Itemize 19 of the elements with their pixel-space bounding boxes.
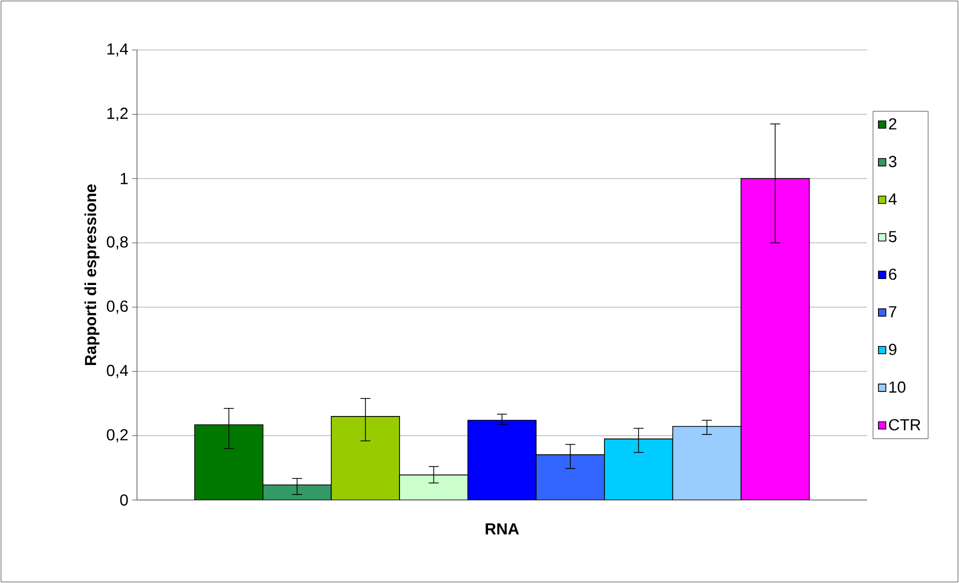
legend-label: 5 — [888, 231, 896, 242]
y-tick-label: 0,2 — [106, 429, 128, 442]
legend-label: CTR — [889, 419, 920, 430]
legend-label: 3 — [888, 156, 896, 168]
legend-label: 7 — [889, 306, 896, 318]
y-tick-label: 0,4 — [106, 364, 128, 378]
x-axis-title: RNA — [486, 523, 519, 534]
y-tick-label: 1,4 — [107, 43, 128, 57]
legend-label: 2 — [889, 118, 896, 130]
y-tick-label: 1 — [120, 173, 128, 184]
y-tick-label: 1,2 — [107, 108, 128, 121]
legend-label: 9 — [888, 344, 896, 356]
y-axis-title: Rapporti di espressione — [84, 184, 100, 366]
legend-label: 6 — [889, 268, 896, 280]
y-tick-label: 0,8 — [106, 236, 128, 250]
legend-label: 10 — [889, 381, 906, 393]
legend-label: 4 — [888, 194, 897, 205]
y-tick-label: 0 — [120, 494, 128, 506]
y-tick-label: 0,6 — [106, 300, 128, 314]
